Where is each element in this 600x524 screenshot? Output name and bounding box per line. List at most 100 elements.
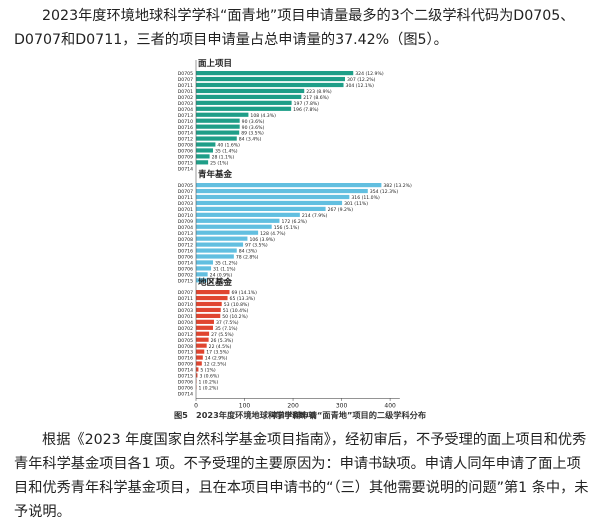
figure-caption: 图5 2023年度环境地球科学学科申请“面青地”项目的二级学科分布: [173, 410, 427, 420]
bar: [196, 130, 240, 135]
data-label: 51 (10.4%): [223, 308, 249, 314]
category-label: D0707: [178, 189, 193, 195]
bar: [196, 272, 208, 277]
category-label: D0704: [178, 225, 193, 231]
bar: [196, 194, 350, 200]
bar: [196, 343, 207, 348]
bar: [196, 295, 228, 301]
data-label: 65 (13.3%): [230, 296, 256, 302]
data-label: 128 (4.7%): [260, 231, 286, 237]
category-label: D0713: [178, 113, 193, 119]
data-label: 90 (3.6%): [242, 119, 265, 125]
x-tick-label: 100: [239, 402, 251, 409]
bar: [196, 94, 302, 99]
category-label: D0713: [178, 231, 193, 237]
data-label: 14 (2.9%): [205, 356, 228, 362]
bar: [196, 212, 300, 217]
x-tick-label: 300: [336, 402, 348, 409]
bar: [196, 112, 249, 117]
data-label: 382 (13.2%): [383, 183, 412, 189]
paragraph-bottom: 根据《2023 年度国家自然科学基金项目指南》，经初审后，不予受理的面上项目和优…: [14, 432, 589, 520]
category-label: D0714: [178, 391, 193, 397]
bar: [196, 136, 237, 141]
panel-title: 地区基金: [198, 277, 233, 288]
bar: [196, 319, 214, 324]
data-label: 31 (1.1%): [213, 267, 236, 273]
category-label: D0703: [178, 201, 193, 207]
category-label: D0716: [178, 356, 193, 362]
bar: [196, 307, 221, 313]
x-axis-label: 项目申请数/项: [271, 410, 316, 419]
bar: [196, 82, 344, 88]
category-label: D0711: [178, 83, 193, 89]
category-label: D0704: [178, 107, 193, 113]
bar: [196, 313, 221, 318]
data-label: 89 (3.5%): [241, 131, 264, 137]
bar: [196, 254, 234, 259]
category-label: D0711: [178, 195, 193, 201]
bar: [196, 118, 240, 123]
data-label: 197 (7.8%): [294, 101, 320, 107]
category-label: D0709: [178, 219, 193, 225]
data-label: 172 (6.2%): [281, 219, 307, 225]
bar: [196, 71, 354, 76]
bar: [196, 361, 202, 366]
x-tick-label: 200: [287, 402, 299, 409]
bar: [196, 154, 210, 159]
bar: [196, 266, 212, 271]
bar: [196, 337, 209, 342]
data-label: 106 (3.9%): [249, 237, 275, 243]
data-label: 316 (11.0%): [351, 195, 380, 201]
category-label: D0710: [178, 213, 193, 219]
category-label: D0707: [178, 290, 193, 296]
category-label: D0708: [178, 237, 193, 243]
bar: [196, 206, 326, 211]
category-label: D0716: [178, 125, 193, 131]
data-label: 22 (0.8%): [209, 278, 232, 284]
category-label: D0703: [178, 101, 193, 107]
data-label: 354 (12.3%): [370, 189, 399, 195]
category-label: D0702: [178, 326, 193, 332]
category-label: D0704: [178, 320, 193, 326]
category-label: D0706: [178, 267, 193, 273]
category-label: D0705: [178, 71, 193, 77]
data-label: 1 (0.2%): [198, 379, 218, 385]
category-label: D0712: [178, 243, 193, 249]
data-label: 90 (3.6%): [242, 125, 265, 131]
bar: [196, 106, 292, 111]
category-label: D0712: [178, 137, 193, 143]
category-label: D0715: [178, 160, 193, 166]
data-label: 1 (0.2%): [198, 385, 218, 391]
bar: [196, 349, 205, 354]
bar: [196, 248, 237, 253]
bar: [196, 290, 230, 295]
category-label: D0714: [178, 368, 193, 374]
data-label: 196 (7.8%): [293, 107, 319, 113]
bar: [196, 236, 248, 241]
bar: [196, 124, 240, 129]
data-label: 37 (7.5%): [216, 320, 239, 326]
data-label: 22 (4.5%): [209, 344, 232, 350]
data-label: 35 (1.2%): [215, 261, 238, 267]
panel-title: 青年基金: [198, 169, 233, 180]
category-label: D0701: [178, 89, 193, 95]
data-label: 108 (4.3%): [250, 113, 276, 119]
bar: [196, 373, 198, 378]
data-label: 25 (1%): [210, 160, 228, 166]
category-label: D0709: [178, 362, 193, 368]
bar: [196, 260, 213, 265]
data-label: 97 (3.5%): [245, 243, 268, 249]
category-label: D0712: [178, 332, 193, 338]
panel-title: 面上项目: [198, 58, 232, 69]
category-label: D0701: [178, 314, 193, 320]
data-label: 223 (8.9%): [306, 89, 332, 95]
bar: [196, 278, 207, 283]
data-label: 12 (2.5%): [204, 362, 227, 368]
bar: [196, 76, 345, 82]
category-label: D0703: [178, 308, 193, 314]
bar: [196, 160, 209, 165]
data-label: 17 (3.5%): [206, 350, 229, 356]
data-label: 40 (1.6%): [217, 143, 240, 149]
bar: [196, 88, 305, 94]
paragraph-top: 2023年度环境地球科学学科“面青地”项目申请量最多的3个二级学科代码为D070…: [14, 8, 575, 48]
